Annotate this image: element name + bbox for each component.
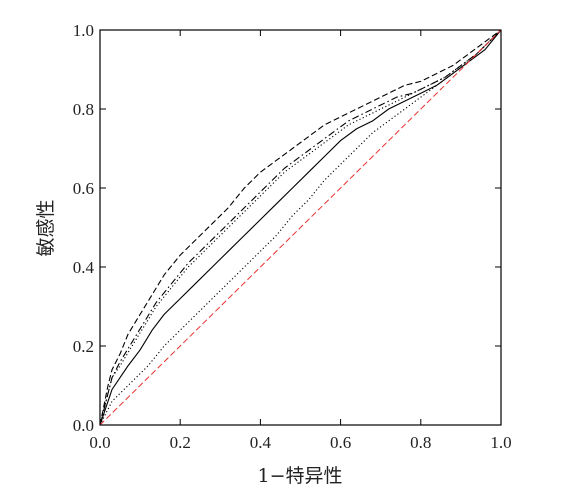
x-tick-label: 1.0 [490, 433, 511, 452]
y-tick-label: 0.8 [73, 100, 94, 119]
y-tick-label: 0.6 [73, 179, 94, 198]
y-tick-label: 0.2 [73, 337, 94, 356]
roc-curve-5 [99, 29, 502, 426]
roc-curve-6 [99, 29, 502, 426]
roc-curve-2 [99, 29, 502, 426]
roc-curve-3 [99, 29, 502, 426]
series-layer [99, 29, 502, 426]
ticks-layer: 0.0 0.2 0.4 0.6 0.8 1.0 0.0 0.2 0.4 0.6 0.8 1.0 [73, 21, 512, 452]
roc-curve-4 [99, 29, 502, 426]
roc-curve-1 [99, 29, 502, 426]
x-tick-label: 0.8 [410, 433, 431, 452]
y-tick-label: 0.0 [73, 416, 94, 435]
y-tick-label: 1.0 [73, 21, 94, 40]
y-tick-label: 0.4 [73, 258, 95, 277]
y-axis-label: 敏感性 [35, 199, 57, 256]
plot-frame [99, 29, 502, 426]
x-tick-label: 0.6 [330, 433, 351, 452]
x-tick-label: 0.2 [170, 433, 191, 452]
x-tick-label: 0.4 [250, 433, 272, 452]
x-tick-label: 0.0 [89, 433, 110, 452]
x-axis-label: 1−特异性 [257, 465, 342, 487]
